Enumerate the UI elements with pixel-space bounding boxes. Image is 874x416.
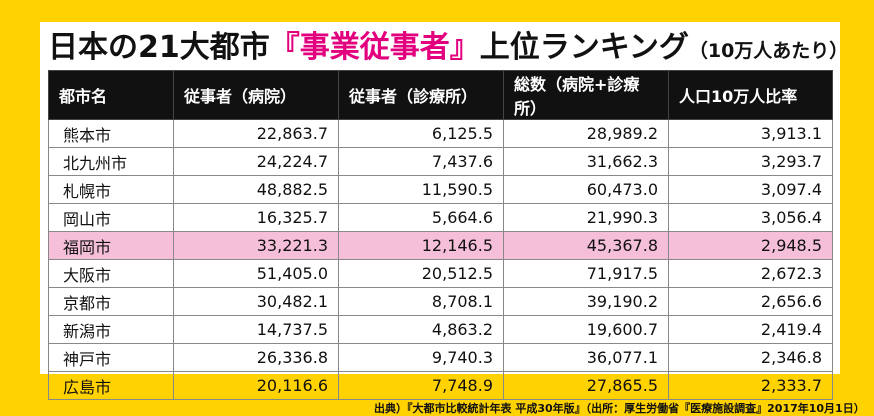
table-body: 熊本市 22,863.7 6,125.5 28,989.2 3,913.1 北九州市 24,…	[48, 119, 833, 400]
page-title: 日本の21大都市『事業従事者』上位ランキング（10万人あたり）	[48, 26, 848, 74]
cell-clinic: 4,863.2	[338, 315, 504, 344]
cell-city: 京都市	[48, 287, 174, 316]
cell-hospital: 16,325.7	[173, 203, 339, 232]
title-suffix: （10万人あたり）	[688, 40, 849, 62]
table-row: 福岡市 33,221.3 12,146.5 45,367.8 2,948.5	[48, 231, 833, 260]
cell-city: 福岡市	[48, 231, 174, 260]
cell-hospital: 51,405.0	[173, 259, 339, 288]
source-note: 出典）『大都市比較統計年表 平成30年版』（出所：厚生労働省『医療施設調査』20…	[374, 402, 865, 415]
title-main: 日本の21大都市	[48, 30, 270, 65]
cell-clinic: 7,748.9	[338, 371, 504, 400]
cell-total: 31,662.3	[503, 147, 669, 176]
table-row: 神戸市 26,336.8 9,740.3 36,077.1 2,346.8	[48, 343, 833, 372]
cell-city: 大阪市	[48, 259, 174, 288]
cell-ratio: 2,333.7	[668, 371, 833, 400]
cell-clinic: 9,740.3	[338, 343, 504, 372]
cell-ratio: 2,419.4	[668, 315, 833, 344]
table-row: 京都市 30,482.1 8,708.1 39,190.2 2,656.6	[48, 287, 833, 316]
cell-total: 21,990.3	[503, 203, 669, 232]
cell-total: 27,865.5	[503, 371, 669, 400]
cell-ratio: 3,293.7	[668, 147, 833, 176]
cell-hospital: 20,116.6	[173, 371, 339, 400]
cell-total: 60,473.0	[503, 175, 669, 204]
cell-clinic: 5,664.6	[338, 203, 504, 232]
table-row: 新潟市 14,737.5 4,863.2 19,600.7 2,419.4	[48, 315, 833, 344]
table-row: 岡山市 16,325.7 5,664.6 21,990.3 3,056.4	[48, 203, 833, 232]
cell-city: 広島市	[48, 371, 174, 400]
table-row: 大阪市 51,405.0 20,512.5 71,917.5 2,672.3	[48, 259, 833, 288]
cell-city: 神戸市	[48, 343, 174, 372]
ranking-card: 日本の21大都市『事業従事者』上位ランキング（10万人あたり） 都市名 従事者（…	[40, 22, 865, 415]
cell-clinic: 6,125.5	[338, 119, 504, 148]
table-row: 熊本市 22,863.7 6,125.5 28,989.2 3,913.1	[48, 119, 833, 148]
title-accent: 『事業従事者』	[269, 30, 480, 65]
header-hospital: 従事者（病院）	[173, 70, 339, 120]
cell-city: 札幌市	[48, 175, 174, 204]
header-city: 都市名	[48, 70, 174, 120]
ranking-table: 都市名 従事者（病院） 従事者（診療所） 総数（病院+診療所） 人口10万人比率…	[48, 70, 833, 400]
header-clinic: 従事者（診療所）	[338, 70, 504, 120]
cell-ratio: 2,672.3	[668, 259, 833, 288]
title-main-2: 上位ランキング	[479, 30, 689, 65]
cell-hospital: 22,863.7	[173, 119, 339, 148]
cell-clinic: 20,512.5	[338, 259, 504, 288]
header-ratio: 人口10万人比率	[668, 70, 833, 120]
table-row: 札幌市 48,882.5 11,590.5 60,473.0 3,097.4	[48, 175, 833, 204]
cell-total: 71,917.5	[503, 259, 669, 288]
table-row: 広島市 20,116.6 7,748.9 27,865.5 2,333.7	[48, 371, 833, 400]
cell-hospital: 30,482.1	[173, 287, 339, 316]
cell-clinic: 7,437.6	[338, 147, 504, 176]
table-row: 北九州市 24,224.7 7,437.6 31,662.3 3,293.7	[48, 147, 833, 176]
cell-hospital: 24,224.7	[173, 147, 339, 176]
cell-ratio: 2,948.5	[668, 231, 833, 260]
cell-city: 岡山市	[48, 203, 174, 232]
table-header-row: 都市名 従事者（病院） 従事者（診療所） 総数（病院+診療所） 人口10万人比率	[48, 70, 833, 120]
cell-ratio: 3,097.4	[668, 175, 833, 204]
cell-hospital: 48,882.5	[173, 175, 339, 204]
cell-total: 39,190.2	[503, 287, 669, 316]
cell-city: 北九州市	[48, 147, 174, 176]
cell-total: 36,077.1	[503, 343, 669, 372]
cell-hospital: 33,221.3	[173, 231, 339, 260]
cell-city: 新潟市	[48, 315, 174, 344]
cell-clinic: 11,590.5	[338, 175, 504, 204]
cell-total: 19,600.7	[503, 315, 669, 344]
cell-ratio: 3,913.1	[668, 119, 833, 148]
cell-ratio: 2,656.6	[668, 287, 833, 316]
cell-clinic: 12,146.5	[338, 231, 504, 260]
header-total: 総数（病院+診療所）	[503, 70, 669, 120]
cell-total: 45,367.8	[503, 231, 669, 260]
cell-ratio: 2,346.8	[668, 343, 833, 372]
cell-hospital: 26,336.8	[173, 343, 339, 372]
cell-clinic: 8,708.1	[338, 287, 504, 316]
cell-hospital: 14,737.5	[173, 315, 339, 344]
cell-ratio: 3,056.4	[668, 203, 833, 232]
cell-city: 熊本市	[48, 119, 174, 148]
cell-total: 28,989.2	[503, 119, 669, 148]
